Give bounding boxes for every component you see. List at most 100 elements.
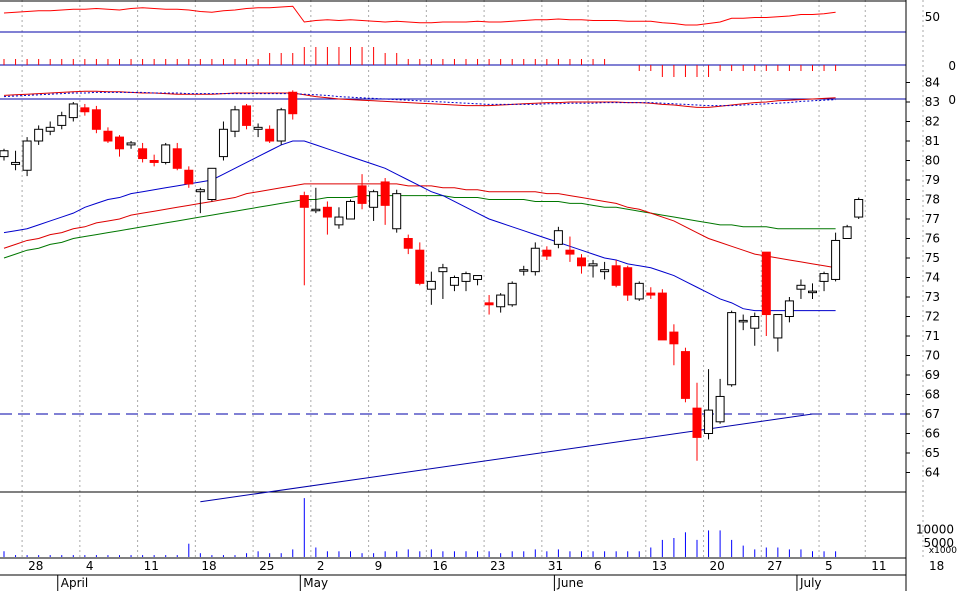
candle-body <box>704 409 714 435</box>
candle-body <box>819 273 829 282</box>
date-label: 18 <box>929 559 944 573</box>
date-label: 31 <box>548 559 563 573</box>
candle-body <box>149 160 159 163</box>
date-label: 11 <box>144 559 159 573</box>
candle-body <box>692 407 702 438</box>
candle-body <box>392 193 402 230</box>
candle-body <box>496 294 506 308</box>
price-axis-label: 69 <box>925 368 940 382</box>
moving-average-long <box>3 195 836 259</box>
moving-average-short <box>3 140 836 312</box>
vertical-gridlines <box>21 0 924 558</box>
price-axis-label: 66 <box>925 427 940 441</box>
month-label: April <box>61 576 88 590</box>
date-label: 4 <box>86 559 94 573</box>
price-axis-label: 83 <box>925 95 940 109</box>
candle-body <box>322 206 332 218</box>
price-axis-label: 82 <box>925 115 940 129</box>
candle-body <box>276 109 286 142</box>
candle-body <box>415 249 425 284</box>
candle-body <box>369 191 379 208</box>
candle-body <box>126 142 136 146</box>
price-axis: 64 65 66 67 68 69 70 71 72 73 74 75 76 77 78 79 80 81 82 83… <box>906 76 940 480</box>
candle-body <box>808 290 817 294</box>
volume-bars <box>3 498 837 557</box>
candle-body <box>80 107 90 113</box>
price-axis-label: 79 <box>925 173 940 187</box>
price-axis-label: 73 <box>925 290 940 304</box>
candle-body <box>288 91 298 115</box>
candle-body <box>184 169 194 185</box>
candle-body <box>91 109 101 130</box>
momentum-histogram <box>3 47 837 77</box>
candle-body <box>22 140 32 171</box>
price-axis-label: 72 <box>925 310 940 324</box>
candle-body <box>265 128 275 142</box>
candle-body <box>715 395 725 423</box>
candle-body <box>34 128 44 142</box>
candle-body <box>796 284 806 290</box>
macd-signal-line <box>3 91 836 107</box>
candle-body <box>357 185 367 204</box>
candle-body <box>438 267 448 273</box>
date-label: 2 <box>317 559 325 573</box>
candle-body <box>161 144 171 163</box>
macd-line <box>3 90 836 108</box>
candle-body <box>230 109 240 132</box>
candle-body <box>669 331 679 345</box>
price-axis-label: 77 <box>925 212 940 226</box>
candle-body <box>218 128 228 158</box>
trendline <box>200 413 813 503</box>
date-label: 9 <box>375 559 383 573</box>
price-axis-label: 68 <box>925 388 940 402</box>
candle-body <box>172 148 182 169</box>
candlesticks <box>0 90 864 461</box>
price-axis-label: 70 <box>925 349 940 363</box>
candle-body <box>0 150 9 158</box>
price-axis-label: 76 <box>925 232 940 246</box>
price-axis-label: 64 <box>925 466 940 480</box>
date-label: 5 <box>825 559 833 573</box>
price-axis-label: 75 <box>925 251 940 265</box>
date-label: 25 <box>259 559 274 573</box>
candle-body <box>299 195 309 208</box>
candle-body <box>657 292 667 341</box>
date-label: 11 <box>871 559 886 573</box>
candle-body <box>57 115 67 126</box>
candle-body <box>311 208 321 212</box>
candle-body <box>461 273 471 282</box>
candle-body <box>449 277 459 286</box>
momentum-axis-label: 0 <box>948 59 956 73</box>
candle-body <box>588 263 598 267</box>
volume-axis-label: 5000 <box>923 536 954 550</box>
candle-body <box>831 239 841 280</box>
candle-body <box>761 251 771 316</box>
candle-body <box>68 103 78 119</box>
rsi-line <box>3 5 836 26</box>
candle-body <box>115 136 124 150</box>
candle-body <box>519 269 529 272</box>
candle-body <box>11 161 21 165</box>
candle-body <box>103 130 113 142</box>
candle-body <box>842 226 852 240</box>
macd-axis-label: 0 <box>948 93 956 107</box>
candle-body <box>646 292 656 296</box>
candle-body <box>577 257 586 267</box>
candle-body <box>403 238 413 249</box>
candle-body <box>380 181 390 206</box>
date-label: 27 <box>767 559 782 573</box>
candle-body <box>484 302 494 306</box>
price-axis-label: 78 <box>925 193 940 207</box>
candle-body <box>253 126 263 130</box>
date-axis: 28 4 11 18 25 2 9 16 23 31 6 13 20 27 5 11 18 April May Jun… <box>0 559 944 591</box>
month-label: July <box>799 576 822 590</box>
candle-body <box>138 148 148 160</box>
candle-body <box>473 275 483 280</box>
candle-body <box>611 265 621 286</box>
rsi-axis-label: 50 <box>925 10 940 24</box>
candle-body <box>507 282 517 306</box>
candle-body <box>600 269 610 273</box>
candle-body <box>565 249 575 255</box>
